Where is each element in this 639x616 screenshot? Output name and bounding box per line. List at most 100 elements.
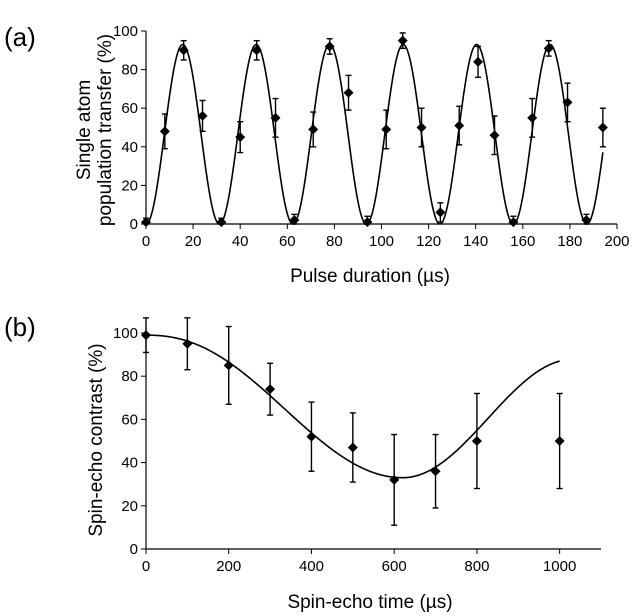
- panel-a-diamond-marker: [270, 112, 281, 123]
- panel-a-data-point: [562, 82, 573, 123]
- panel-b-plot-area: 0 200 400 600 800 1000 0 20 40 60 80 100: [113, 317, 601, 575]
- panel-a-diamond-marker: [235, 132, 246, 143]
- panel-a-data-point: [454, 105, 465, 146]
- panel-a-data-point: [159, 113, 170, 150]
- panel-a-data-point: [527, 97, 538, 138]
- panel-a-diamond-marker: [141, 217, 151, 228]
- panel-b-diamond-marker: [141, 330, 151, 341]
- panel-a-diamond-marker: [454, 120, 465, 131]
- panel-a-diamond-marker: [473, 56, 484, 67]
- panel-a-y-tick-label: 80: [121, 62, 138, 79]
- panel-b-data-point: [223, 325, 234, 405]
- panel-a-diamond-marker: [543, 43, 554, 54]
- panel-b-y-tick-label: 0: [130, 541, 138, 558]
- panel-b-data-point: [389, 433, 400, 526]
- panel-a-diamond-marker: [435, 207, 446, 218]
- panel-a-data-point: [489, 115, 500, 156]
- panel-a-diamond-marker: [397, 35, 408, 46]
- panel-b-diamond-marker: [265, 384, 276, 395]
- panel-b-x-tick-label: 200: [216, 558, 241, 575]
- panel-a-data-point: [473, 45, 484, 79]
- panel-a-diamond-marker: [489, 130, 500, 141]
- panel-a-data-point: [178, 39, 189, 61]
- panel-b-data-point: [182, 317, 193, 371]
- panel-b-y-tick-label: 100: [113, 325, 138, 342]
- panel-a-diamond-marker: [527, 112, 538, 123]
- panel-b-x-axis-label: Spin-echo time (µs): [287, 592, 452, 613]
- panel-a-diamond-marker: [251, 45, 262, 56]
- panel-a-x-tick-label: 20: [185, 233, 202, 250]
- panel-a-y-axis-label-line1: Single atom: [74, 80, 95, 180]
- panel-b-data-point: [347, 412, 358, 483]
- panel-a-y-tick-label: 100: [113, 23, 138, 40]
- panel-a-diamond-marker: [581, 215, 592, 226]
- panel-a-x-tick-label: 120: [416, 233, 441, 250]
- panel-a-data-point: [141, 217, 151, 228]
- panel-b-diamond-marker: [554, 436, 565, 446]
- panel-b-diamond-marker: [223, 360, 234, 371]
- panel-a-data-point: [381, 109, 392, 150]
- panel-a-data-point: [362, 215, 373, 228]
- panel-b-data-point: [471, 392, 482, 490]
- panel-a-y-axis-label-line2: population transfer (%): [95, 34, 116, 226]
- panel-b-y-tick-label: 60: [121, 411, 138, 428]
- panel-b-data-point: [554, 392, 565, 490]
- panel-a-x-tick-label: 180: [557, 233, 582, 250]
- panel-a-data-point: [397, 32, 408, 50]
- panel-a-data-point: [216, 217, 227, 228]
- panel-b-x-tick-label: 0: [142, 558, 150, 575]
- panel-a-data-point: [235, 121, 246, 154]
- panel-a-x-tick-label: 200: [604, 233, 629, 250]
- panel-a-data-point: [270, 97, 281, 138]
- panel-b-data-point: [430, 433, 441, 509]
- panel-a-x-tick-label: 80: [326, 233, 343, 250]
- panel-a-diamond-marker: [343, 87, 354, 98]
- panel-a-data-point: [416, 107, 427, 148]
- panel-a-data-point: [343, 74, 354, 111]
- panel-a-data-point: [435, 202, 446, 223]
- panel-b-data-point: [265, 362, 276, 416]
- panel-b-diamond-marker: [306, 431, 317, 442]
- panel-b-x-tick-label: 400: [299, 558, 324, 575]
- panel-b-diamond-marker: [430, 466, 441, 477]
- panel-b-data-point: [306, 401, 317, 472]
- panel-a-data-point: [597, 107, 608, 148]
- panel-b-label: (b): [4, 312, 36, 342]
- panel-a-diamond-marker: [197, 110, 208, 121]
- panel-a-diamond-marker: [289, 215, 300, 226]
- panel-a-diamond-marker: [159, 126, 170, 137]
- panel-b-x-tick-label: 1000: [543, 558, 576, 575]
- panel-b-diamond-marker: [347, 442, 358, 453]
- panel-a-data-point: [308, 111, 319, 148]
- panel-a-diamond-marker: [362, 217, 373, 228]
- panel-b-x-tick-label: 800: [464, 558, 489, 575]
- panel-a-diamond-marker: [597, 122, 608, 133]
- panel-a-data-point: [581, 213, 592, 226]
- panel-b-diamond-marker: [389, 474, 400, 485]
- panel-b: (b) 0 200 400 600 800 1000 0 20 40 60 80 100 Spin-e…: [4, 312, 601, 613]
- panel-b-diamond-marker: [471, 436, 482, 446]
- panel-b-data-point: [141, 317, 151, 354]
- panel-a-diamond-marker: [381, 124, 392, 135]
- panel-a-x-axis-label: Pulse duration (µs): [290, 266, 450, 287]
- panel-a-diamond-marker: [508, 217, 519, 228]
- panel-a-label: (a): [4, 22, 36, 52]
- panel-a-y-tick-label: 60: [121, 100, 138, 117]
- panel-a-x-tick-label: 40: [232, 233, 249, 250]
- panel-b-diamond-marker: [182, 338, 193, 349]
- panel-b-y-tick-label: 20: [121, 498, 138, 515]
- panel-b-x-tick-label: 600: [382, 558, 407, 575]
- panel-a-fit-curve: [145, 43, 604, 225]
- panel-b-y-tick-label: 40: [121, 455, 138, 472]
- panel-a-x-tick-label: 0: [142, 233, 150, 250]
- panel-a-diamond-marker: [308, 124, 319, 135]
- panel-a-plot-area: 0 20 40 60 80 100 120 140 160 180 200 0 20 40 60 80 100: [113, 23, 630, 250]
- panel-a-data-point: [324, 38, 335, 55]
- panel-a-y-tick-label: 20: [121, 177, 138, 194]
- panel-a-diamond-marker: [562, 97, 573, 108]
- panel-a: (a) 0 20 40 60 80 100 120 140 160 180 200 0 20 40 60 80…: [4, 22, 630, 287]
- panel-a-diamond-marker: [216, 217, 227, 228]
- panel-a-data-point: [197, 99, 208, 133]
- panel-a-x-tick-label: 100: [369, 233, 394, 250]
